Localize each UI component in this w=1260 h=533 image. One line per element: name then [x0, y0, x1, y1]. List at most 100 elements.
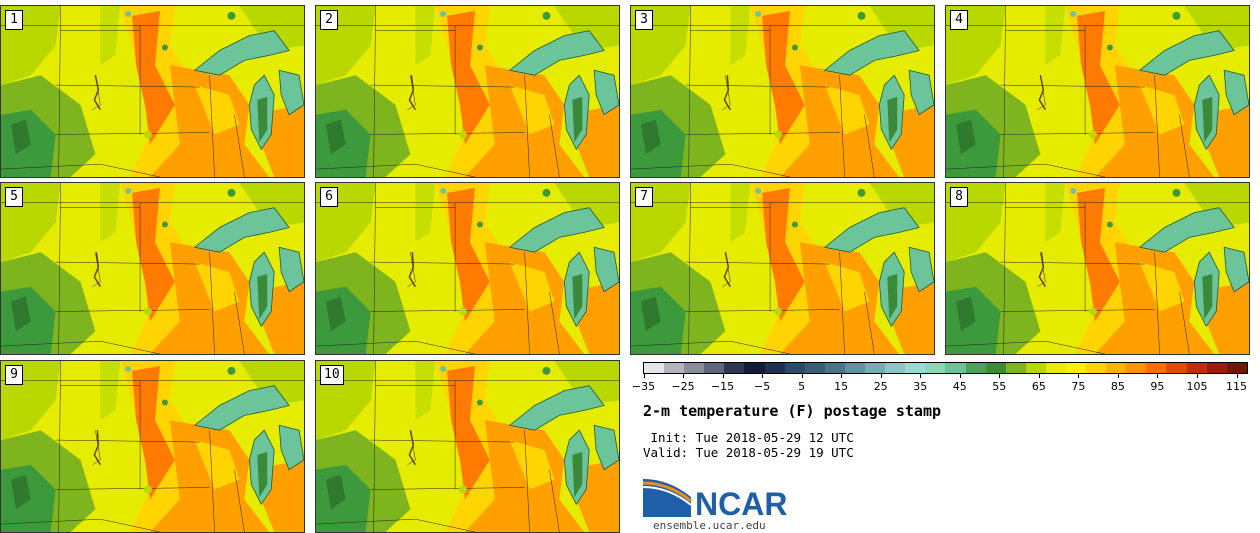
- colorbar-segment: [684, 363, 705, 373]
- member-number-label: 9: [5, 365, 23, 385]
- colorbar-tick: [1196, 374, 1198, 378]
- colorbar-tick: [1038, 374, 1040, 378]
- colorbar-segment: [784, 363, 805, 373]
- colorbar-segment: [965, 363, 986, 373]
- ensemble-url: ensemble.ucar.edu: [653, 519, 766, 532]
- colorbar-segment: [804, 363, 825, 373]
- colorbar-tick-label: 55: [992, 380, 1007, 393]
- temperature-map: [946, 6, 1249, 177]
- temperature-colorbar: [643, 362, 1248, 374]
- colorbar-tick: [801, 374, 803, 378]
- colorbar-tick-label: 105: [1186, 380, 1208, 393]
- colorbar-segment: [1106, 363, 1127, 373]
- colorbar-segment: [724, 363, 745, 373]
- valid-time: Valid: Tue 2018-05-29 19 UTC: [643, 445, 854, 460]
- colorbar-tick-label: 85: [1110, 380, 1125, 393]
- ensemble-member-panel: 2: [315, 5, 620, 178]
- colorbar-segment: [1086, 363, 1107, 373]
- colorbar-tick-label: 75: [1071, 380, 1086, 393]
- colorbar-segment: [704, 363, 725, 373]
- member-number-label: 3: [635, 10, 653, 30]
- temperature-map: [1, 6, 304, 177]
- colorbar-segment: [905, 363, 926, 373]
- colorbar-tick: [683, 374, 685, 378]
- colorbar-segment: [744, 363, 765, 373]
- colorbar-segment: [985, 363, 1006, 373]
- colorbar-tick: [959, 374, 961, 378]
- colorbar-tick: [920, 374, 922, 378]
- temperature-map: [1, 183, 304, 354]
- ensemble-member-panel: 5: [0, 182, 305, 355]
- ensemble-member-panel: 1: [0, 5, 305, 178]
- colorbar-tick: [762, 374, 764, 378]
- colorbar-tick-label: 5: [798, 380, 806, 393]
- member-number-label: 8: [950, 187, 968, 207]
- colorbar-tick-label: 45: [952, 380, 967, 393]
- ensemble-member-panel: 9: [0, 360, 305, 533]
- colorbar-segment: [925, 363, 946, 373]
- colorbar-tick-label: 25: [873, 380, 888, 393]
- colorbar-tick: [643, 374, 645, 378]
- member-number-label: 2: [320, 10, 338, 30]
- colorbar-segment: [1126, 363, 1147, 373]
- colorbar-tick: [841, 374, 843, 378]
- colorbar-tick: [1117, 374, 1119, 378]
- figure-title: 2-m temperature (F) postage stamp: [643, 402, 942, 420]
- temperature-map: [316, 183, 619, 354]
- member-number-label: 5: [5, 187, 23, 207]
- colorbar-tick: [880, 374, 882, 378]
- ncar-logo-text: NCAR: [695, 486, 787, 519]
- colorbar-ticks: −35 −25 −15 −5 5 15 25 35 45 55 65 75 85 95 105 115: [632, 374, 1248, 394]
- colorbar-tick-label: −25: [671, 380, 695, 393]
- colorbar-tick: [999, 374, 1001, 378]
- colorbar-segment: [664, 363, 685, 373]
- colorbar-segment: [1226, 363, 1247, 373]
- colorbar-tick: [1236, 374, 1238, 378]
- colorbar-segment: [1166, 363, 1187, 373]
- colorbar-segment: [1045, 363, 1066, 373]
- colorbar-tick-label: 15: [834, 380, 849, 393]
- colorbar-segment: [1146, 363, 1167, 373]
- member-number-label: 4: [950, 10, 968, 30]
- ensemble-member-panel: 7: [630, 182, 935, 355]
- colorbar-tick-label: 115: [1226, 380, 1247, 393]
- ncar-logo: NCAR: [643, 479, 787, 519]
- colorbar-segment: [1186, 363, 1207, 373]
- colorbar-segment: [1206, 363, 1227, 373]
- ensemble-member-panel: 3: [630, 5, 935, 178]
- colorbar-tick: [722, 374, 724, 378]
- member-number-label: 10: [320, 365, 344, 385]
- ensemble-member-panel: 6: [315, 182, 620, 355]
- colorbar-segment: [1025, 363, 1046, 373]
- temperature-map: [631, 183, 934, 354]
- colorbar-segment: [764, 363, 785, 373]
- colorbar-segment: [824, 363, 845, 373]
- colorbar-segment: [844, 363, 866, 373]
- colorbar-tick-label: −5: [753, 380, 771, 393]
- temperature-map: [316, 361, 619, 532]
- colorbar-tick: [1157, 374, 1159, 378]
- colorbar-segment: [885, 363, 906, 373]
- colorbar-tick-label: 65: [1031, 380, 1046, 393]
- ensemble-member-panel: 4: [945, 5, 1250, 178]
- temperature-map: [1, 361, 304, 532]
- ensemble-member-panel: 10: [315, 360, 620, 533]
- colorbar-tick-label: 35: [913, 380, 928, 393]
- temperature-map: [946, 183, 1249, 354]
- temperature-map: [316, 6, 619, 177]
- colorbar-tick: [1078, 374, 1080, 378]
- member-number-label: 7: [635, 187, 653, 207]
- colorbar-tick-label: 95: [1150, 380, 1165, 393]
- colorbar-segment: [1005, 363, 1026, 373]
- colorbar-segment: [865, 363, 886, 373]
- member-number-label: 1: [5, 10, 23, 30]
- colorbar-segment: [644, 363, 665, 373]
- temperature-map: [631, 6, 934, 177]
- colorbar-segment: [945, 363, 966, 373]
- member-number-label: 6: [320, 187, 338, 207]
- colorbar-tick-label: −15: [710, 380, 735, 393]
- init-time: Init: Tue 2018-05-29 12 UTC: [643, 430, 854, 445]
- colorbar-tick-label: −35: [631, 380, 656, 393]
- ensemble-member-panel: 8: [945, 182, 1250, 355]
- colorbar-segment: [1065, 363, 1087, 373]
